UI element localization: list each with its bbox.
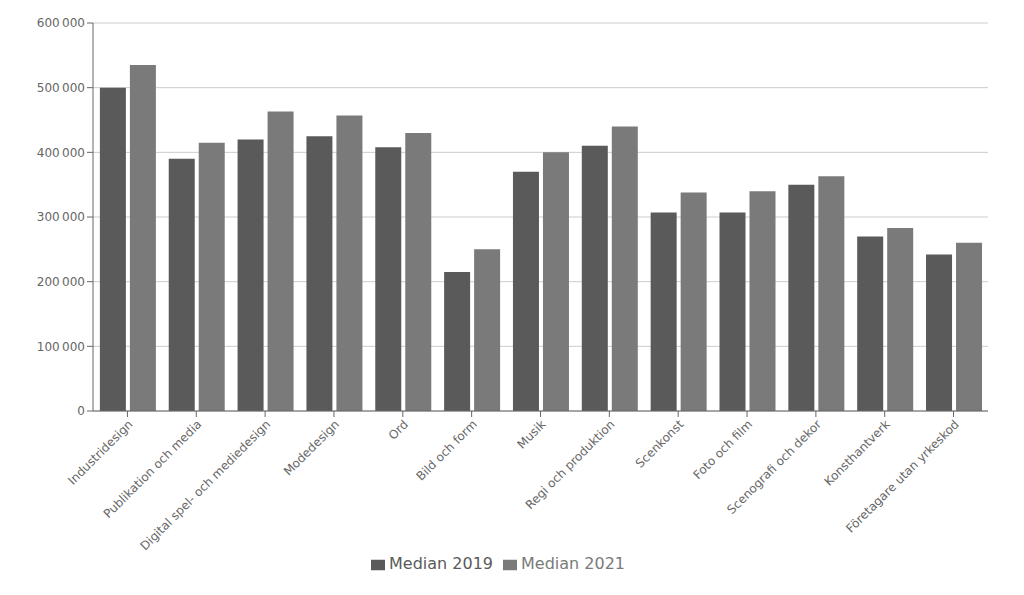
svg-text:Bild och form: Bild och form bbox=[414, 417, 480, 483]
svg-text:Ord: Ord bbox=[386, 417, 411, 442]
svg-text:Regi och produktion: Regi och produktion bbox=[523, 417, 618, 512]
svg-text:600 000: 600 000 bbox=[37, 16, 85, 30]
svg-text:500 000: 500 000 bbox=[37, 81, 85, 95]
svg-text:Industridesign: Industridesign bbox=[65, 417, 135, 487]
svg-text:Foto och film: Foto och film bbox=[690, 417, 755, 482]
svg-text:Konsthantverk: Konsthantverk bbox=[822, 417, 893, 488]
svg-text:300 000: 300 000 bbox=[37, 210, 85, 224]
svg-text:Digital spel- och mediedesign: Digital spel- och mediedesign bbox=[137, 417, 273, 553]
html-text:Median 2019: Median 2019 bbox=[389, 554, 493, 573]
svg-text:0: 0 bbox=[77, 404, 85, 418]
svg-text:Modedesign: Modedesign bbox=[281, 417, 342, 478]
svg-text:400 000: 400 000 bbox=[37, 146, 85, 160]
svg-text:200 000: 200 000 bbox=[37, 275, 85, 289]
svg-text:Scenkonst: Scenkonst bbox=[633, 417, 687, 471]
svg-text:Scenografi och dekor: Scenografi och dekor bbox=[724, 417, 824, 517]
svg-text:Företagare utan yrkeskod: Företagare utan yrkeskod bbox=[843, 417, 961, 535]
svg-text:100 000: 100 000 bbox=[37, 340, 85, 354]
svg-text:Musik: Musik bbox=[514, 417, 548, 451]
html-text:Median 2021: Median 2021 bbox=[521, 554, 625, 573]
svg-text:Publikation och media: Publikation och media bbox=[100, 417, 205, 521]
